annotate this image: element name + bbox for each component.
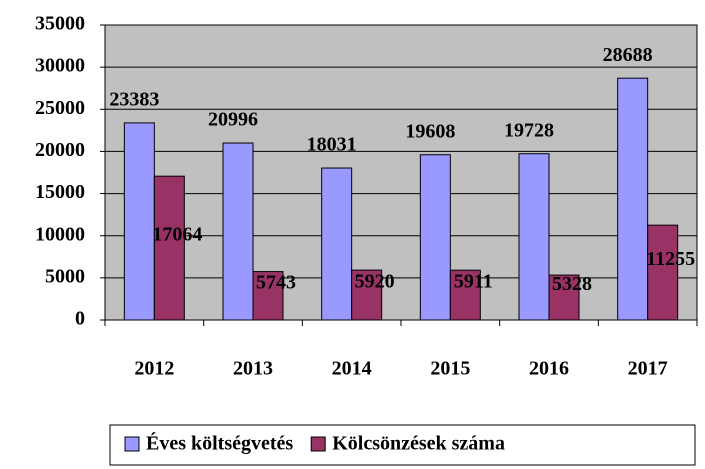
x-tick-label: 2016	[529, 358, 569, 380]
bar	[449, 269, 481, 321]
data-label: 5328	[552, 273, 592, 295]
x-tick-label: 2013	[233, 358, 273, 380]
data-label: 23383	[109, 89, 159, 111]
data-label: 19728	[504, 119, 554, 141]
legend-label: Éves költségvetés	[146, 432, 293, 455]
y-tick-label: 35000	[35, 13, 85, 35]
legend-label: Kölcsönzések száma	[332, 433, 505, 455]
data-label: 28688	[603, 44, 653, 66]
legend	[109, 424, 696, 466]
bar	[153, 175, 185, 321]
bar	[647, 224, 679, 321]
y-tick-label: 0	[75, 308, 85, 330]
bar	[617, 77, 649, 321]
x-tick-label: 2015	[430, 358, 470, 380]
bar	[518, 153, 550, 321]
bar	[548, 274, 580, 321]
legend-swatch	[124, 436, 140, 452]
data-label: 5911	[454, 271, 493, 293]
data-label: 20996	[208, 109, 258, 131]
plot-area	[104, 24, 698, 321]
bar	[123, 122, 155, 321]
y-tick-label: 20000	[35, 139, 85, 161]
bar	[351, 269, 383, 321]
data-label: 11255	[646, 248, 695, 270]
data-label: 18031	[307, 134, 357, 156]
bar	[252, 271, 284, 321]
data-label: 5920	[355, 271, 395, 293]
y-tick-label: 15000	[35, 181, 85, 203]
data-label: 19608	[405, 120, 455, 142]
legend-swatch	[310, 436, 326, 452]
y-tick-label: 25000	[35, 97, 85, 119]
y-tick-label: 30000	[35, 55, 85, 77]
y-tick-label: 10000	[35, 223, 85, 245]
bar	[222, 142, 254, 321]
y-tick-label: 5000	[45, 265, 85, 287]
data-label: 5743	[256, 271, 296, 293]
bar	[321, 167, 353, 321]
x-tick-label: 2014	[332, 358, 372, 380]
x-tick-label: 2017	[628, 358, 668, 380]
bar	[419, 154, 451, 321]
data-label: 17064	[152, 224, 202, 246]
x-tick-label: 2012	[134, 358, 174, 380]
